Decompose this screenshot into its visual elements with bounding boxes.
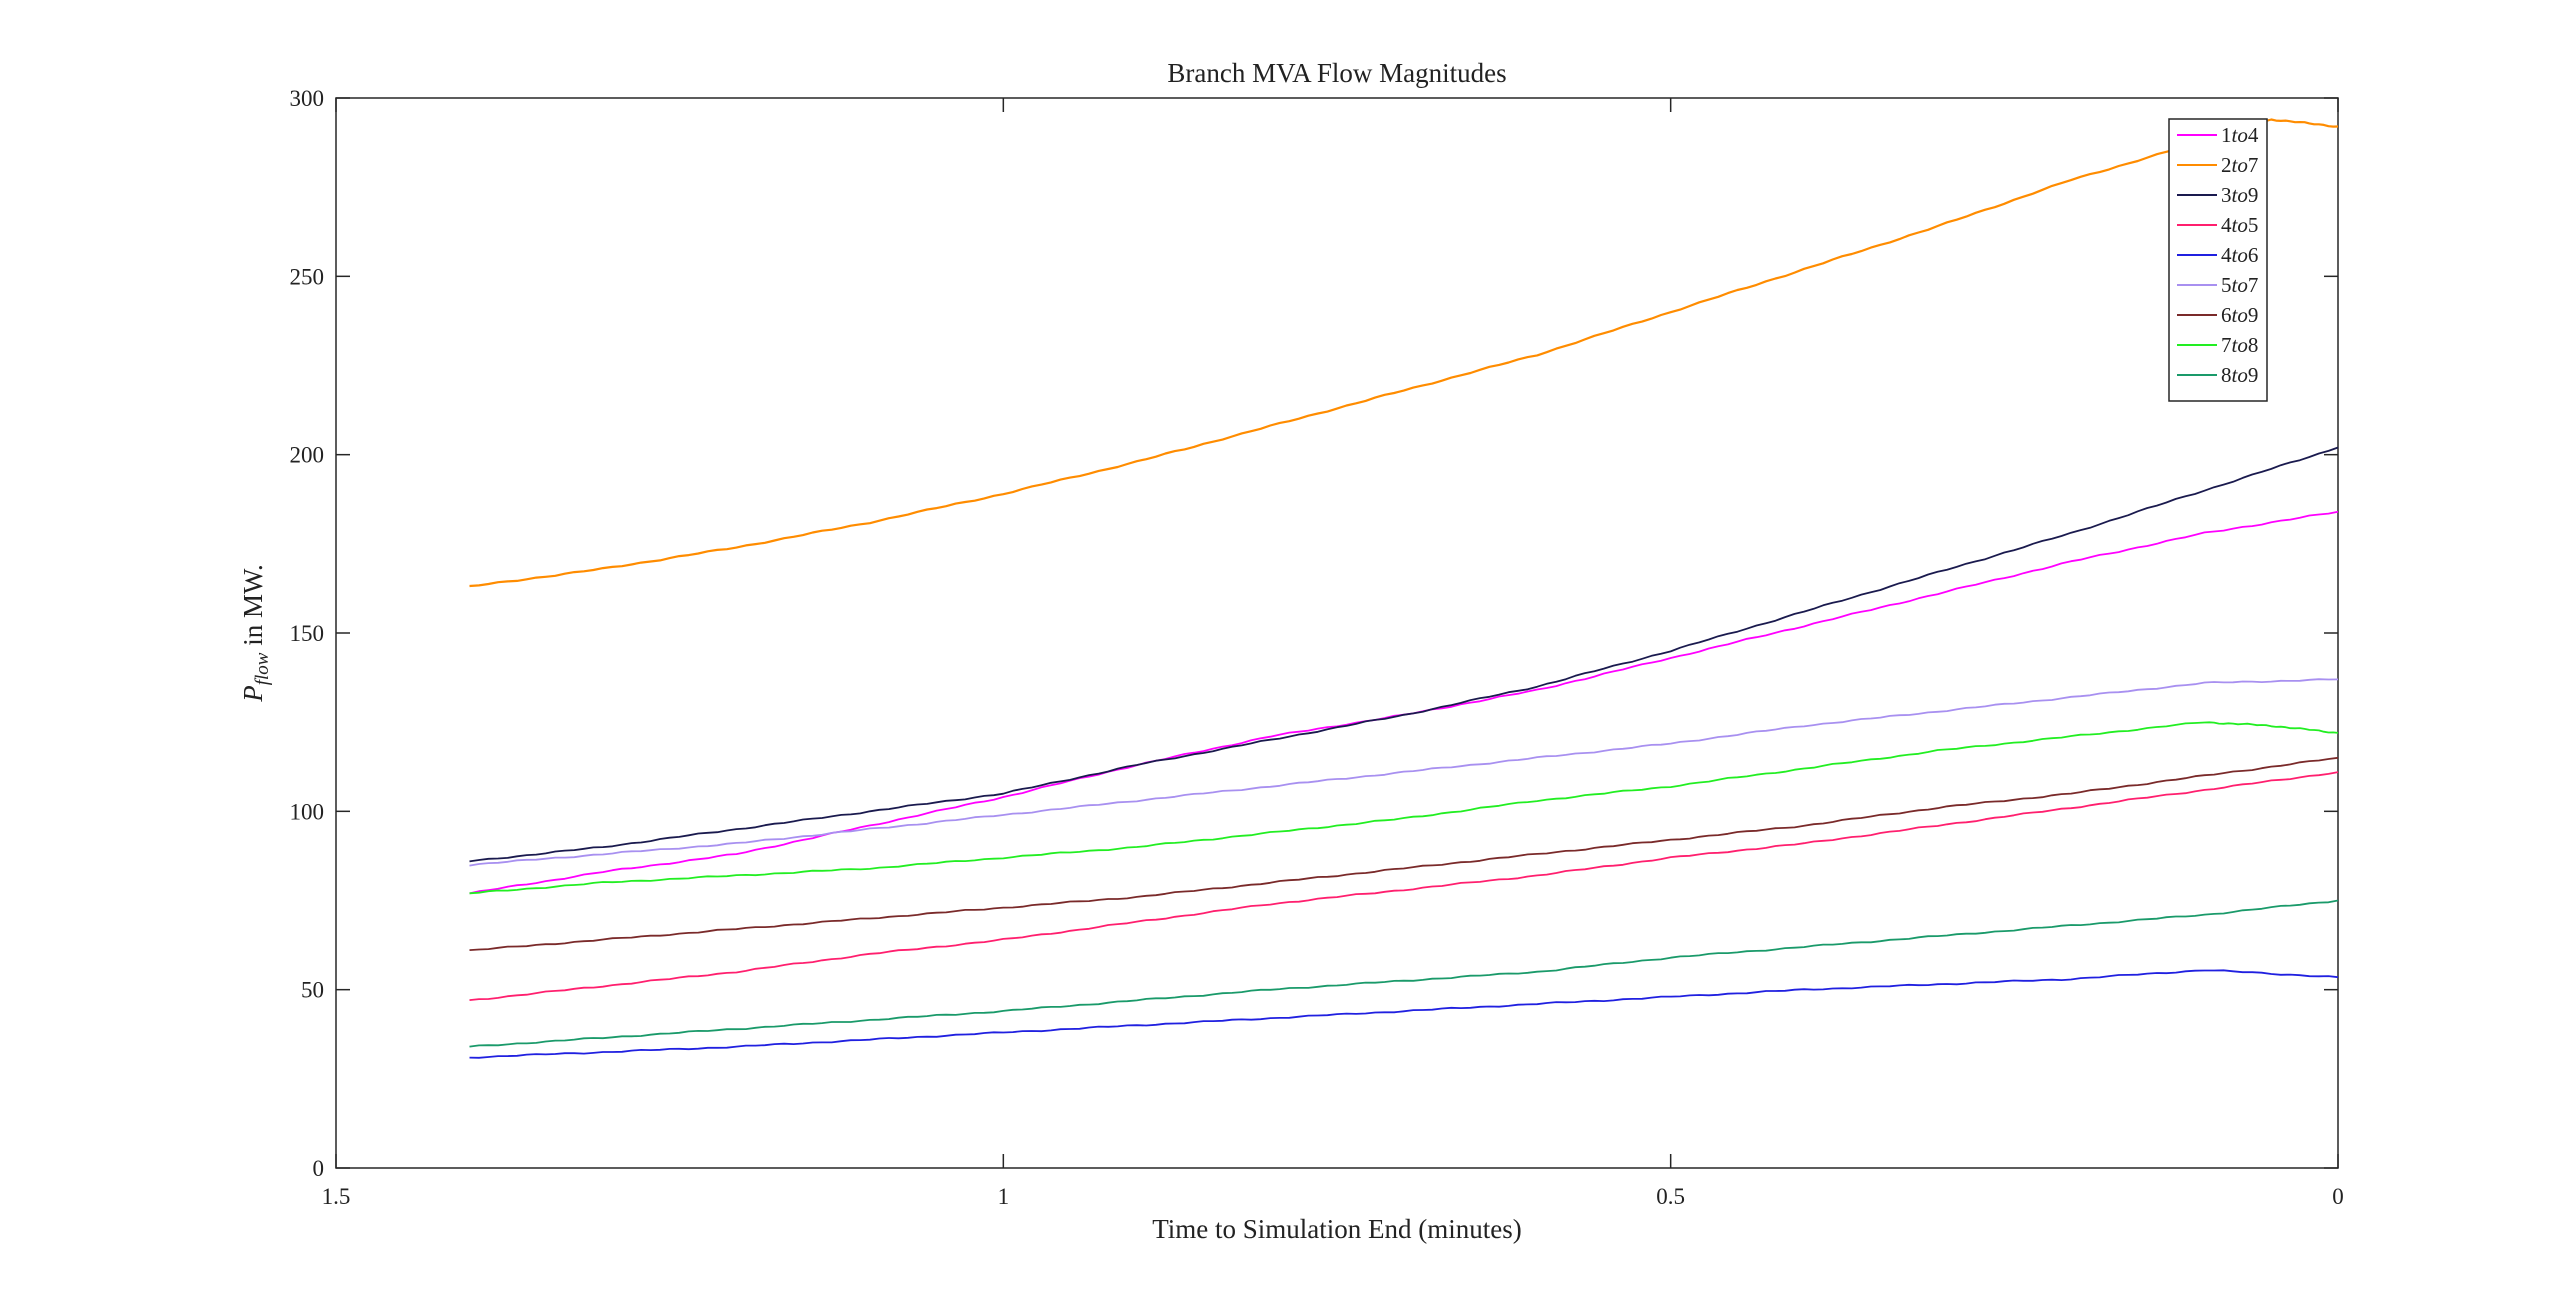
legend-label-dest: 9: [2248, 303, 2259, 327]
legend-label-from: 2: [2221, 153, 2232, 177]
series-line-2to7: [469, 118, 2339, 588]
legend-label-from: 8: [2221, 363, 2232, 387]
y-tick-label: 100: [290, 799, 325, 824]
legend-label-dest: 9: [2248, 363, 2259, 387]
chart-title: Branch MVA Flow Magnitudes: [1167, 58, 1506, 88]
x-tick-label: 1: [998, 1184, 1010, 1209]
y-tick-label: 50: [301, 978, 324, 1003]
y-axis-label-units: in MW.: [238, 564, 268, 652]
legend-label-dest: 6: [2248, 243, 2259, 267]
legend-label-4to6: 4to6: [2221, 243, 2258, 267]
legend-label-dest: 7: [2248, 273, 2259, 297]
legend-label-5to7: 5to7: [2221, 273, 2258, 297]
y-tick-label: 250: [290, 264, 325, 289]
legend-label-from: 7: [2221, 333, 2232, 357]
legend-label-3to9: 3to9: [2221, 183, 2258, 207]
series-line-4to5: [469, 771, 2339, 1001]
legend-label-to: to: [2232, 273, 2248, 297]
series-line-8to9: [469, 899, 2339, 1048]
legend-label-1to4: 1to4: [2221, 123, 2259, 147]
y-tick-label: 200: [290, 443, 325, 468]
series-line-7to8: [469, 721, 2339, 895]
legend-label-to: to: [2232, 243, 2248, 267]
plot-area: 1.5 1 0.5 0 0 50 100 150 200 250 300: [290, 86, 2344, 1209]
legend-label-from: 1: [2221, 123, 2232, 147]
legend-label-to: to: [2232, 303, 2248, 327]
legend-label-to: to: [2232, 153, 2248, 177]
tick-layer: 1.5 1 0.5 0 0 50 100 150 200 250 300: [290, 86, 2344, 1209]
x-axis-label: Time to Simulation End (minutes): [1152, 1214, 1522, 1244]
series-layer: [469, 118, 2339, 1059]
legend-label-from: 4: [2221, 213, 2232, 237]
legend-label-dest: 9: [2248, 183, 2259, 207]
legend-label-2to7: 2to7: [2221, 153, 2258, 177]
legend-label-dest: 8: [2248, 333, 2259, 357]
series-line-4to6: [469, 969, 2339, 1059]
legend-label-to: to: [2232, 333, 2248, 357]
legend-label-from: 6: [2221, 303, 2232, 327]
series-line-3to9: [469, 446, 2339, 863]
y-axis-label-symbol: P: [238, 685, 268, 703]
series-line-5to7: [469, 678, 2339, 867]
x-tick-label: 1.5: [322, 1184, 351, 1209]
legend-label-6to9: 6to9: [2221, 303, 2258, 327]
legend-label-to: to: [2232, 183, 2248, 207]
x-tick-label: 0: [2332, 1184, 2344, 1209]
y-tick-label: 150: [290, 621, 325, 646]
legend-label-dest: 4: [2248, 123, 2259, 147]
x-tick-label: 0.5: [1656, 1184, 1685, 1209]
legend-label-dest: 7: [2248, 153, 2259, 177]
legend-label-4to5: 4to5: [2221, 213, 2258, 237]
legend-label-8to9: 8to9: [2221, 363, 2258, 387]
series-line-6to9: [469, 756, 2339, 951]
legend-label-from: 5: [2221, 273, 2232, 297]
axes-box: [335, 97, 2339, 1169]
legend-label-to: to: [2232, 213, 2248, 237]
legend-label-dest: 5: [2248, 213, 2259, 237]
y-tick-label: 300: [290, 86, 325, 111]
y-axis-label-subscript: flow: [252, 652, 273, 685]
legend-label-to: to: [2232, 123, 2248, 147]
legend-label-from: 3: [2221, 183, 2232, 207]
y-axis-label: Pflow in MW.: [238, 564, 273, 703]
legend-label-from: 4: [2221, 243, 2232, 267]
y-tick-label: 0: [313, 1156, 325, 1181]
legend-label-to: to: [2232, 363, 2248, 387]
legend-label-7to8: 7to8: [2221, 333, 2258, 357]
